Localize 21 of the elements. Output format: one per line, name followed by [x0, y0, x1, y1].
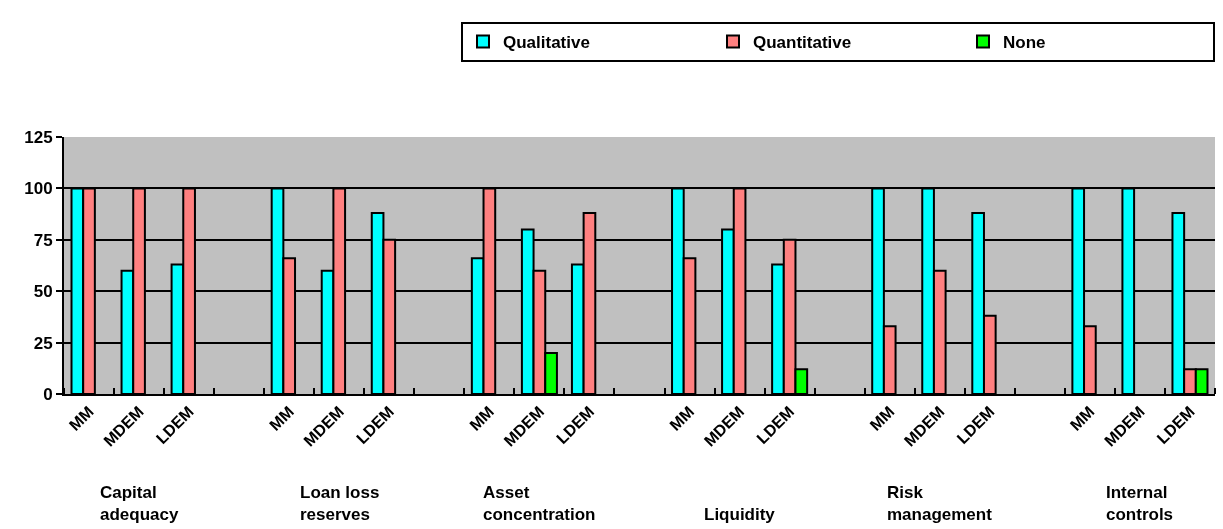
y-tick-label: 125	[24, 127, 53, 147]
x-tick-label: MM	[266, 402, 297, 434]
y-tick-label: 0	[43, 384, 53, 404]
text: Asset concentration	[483, 483, 596, 525]
y-tick-label: 25	[33, 333, 53, 353]
text: Loan loss reserves	[300, 483, 380, 525]
x-tick-label: MM	[65, 402, 97, 434]
x-tick-label: MM	[866, 402, 898, 434]
x-tick-label: MM	[466, 402, 498, 434]
text: Internal controls	[1106, 483, 1174, 525]
legend-label: Qualitative	[503, 33, 590, 53]
y-tick-label: 100	[24, 179, 53, 199]
x-tick-label: MM	[666, 402, 698, 434]
legend-label: Quantitative	[753, 33, 852, 53]
text: Risk management	[887, 483, 993, 525]
y-tick-label: 75	[33, 230, 53, 250]
x-tick-label: MM	[1066, 402, 1098, 434]
text: Capital adequacy	[100, 483, 179, 525]
text: Liquidity	[704, 505, 776, 524]
y-tick-label: 50	[33, 282, 53, 302]
legend-label: None	[1003, 33, 1046, 53]
